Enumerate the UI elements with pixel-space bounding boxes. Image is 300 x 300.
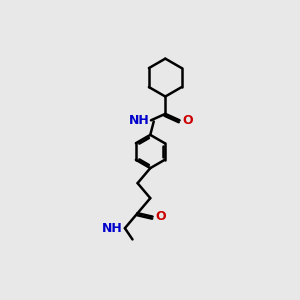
Text: NH: NH	[128, 114, 149, 127]
Text: O: O	[183, 114, 193, 127]
Text: O: O	[156, 210, 166, 223]
Text: NH: NH	[102, 222, 123, 235]
